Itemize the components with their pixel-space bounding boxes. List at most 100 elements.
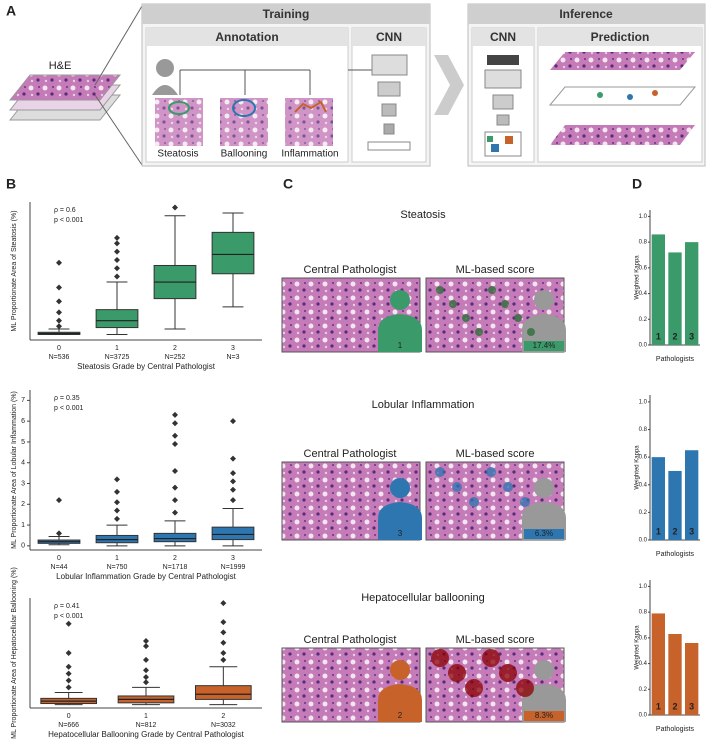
panel-c-title: Lobular Inflammation xyxy=(372,399,475,411)
score-bar xyxy=(524,711,564,721)
flier xyxy=(56,309,62,316)
ml-overlay xyxy=(462,314,470,322)
y-tick-label: 0.6 xyxy=(639,265,648,271)
image-label: Central Pathologist xyxy=(304,634,397,646)
annotation-header xyxy=(146,28,348,46)
bar-label: 1 xyxy=(656,331,661,341)
y-tick-label: 0.2 xyxy=(639,687,648,693)
ml-overlay xyxy=(436,286,444,294)
y-tick-label: 0.8 xyxy=(639,610,648,616)
person-icon xyxy=(534,478,554,498)
x-axis-label: Pathologists xyxy=(656,726,695,733)
count-label: N=252 xyxy=(165,354,186,361)
grade-label: 3 xyxy=(398,529,403,538)
flier xyxy=(65,670,72,677)
count-label: N=1718 xyxy=(163,564,188,571)
flier xyxy=(114,507,120,514)
ml-overlay xyxy=(449,300,457,308)
panel-c-title: Hepatocellular ballooning xyxy=(361,592,485,604)
panel-label: C xyxy=(283,176,293,192)
flier xyxy=(230,486,236,493)
ml-overlay xyxy=(452,482,462,492)
flier xyxy=(172,497,178,504)
count-label: N=3032 xyxy=(211,722,236,729)
y-tick-label: 0.4 xyxy=(639,291,648,297)
bar xyxy=(668,470,682,540)
count-label: N=666 xyxy=(58,722,79,729)
score-label: 8.3% xyxy=(535,711,553,720)
x-axis-label: Lobular Inflammation Grade by Central Pa… xyxy=(56,572,236,581)
person-icon xyxy=(378,502,422,540)
x-tick-label: 1 xyxy=(144,713,148,720)
ml-overlay xyxy=(520,497,530,507)
ml-overlay xyxy=(469,497,479,507)
annotation: p < 0.001 xyxy=(54,405,83,412)
flier xyxy=(220,639,227,646)
flier xyxy=(220,656,227,663)
annotation: p < 0.001 xyxy=(54,613,83,620)
flier xyxy=(114,265,120,272)
flier xyxy=(230,470,236,477)
image-label: ML-based score xyxy=(456,448,535,460)
y-tick-label: 0.8 xyxy=(639,427,648,433)
cnn-title: CNN xyxy=(490,30,516,44)
x-tick-label: 0 xyxy=(67,713,71,720)
person-icon xyxy=(534,290,554,310)
flier xyxy=(230,497,236,504)
flier xyxy=(143,667,149,674)
y-tick-label: 0.4 xyxy=(639,661,648,667)
x-tick-label: 1 xyxy=(115,555,119,562)
flier xyxy=(56,497,62,504)
cnn-header xyxy=(352,28,426,46)
flier xyxy=(65,650,72,656)
box xyxy=(153,532,197,543)
bar xyxy=(685,450,699,540)
ml-overlay xyxy=(482,649,500,667)
flier xyxy=(114,240,120,247)
ml-overlay xyxy=(514,314,522,322)
ml-overlay xyxy=(448,664,466,682)
x-tick-label: 0 xyxy=(57,345,61,352)
flier xyxy=(172,411,178,418)
y-tick-label: 1.0 xyxy=(639,214,648,220)
inference-title: Inference xyxy=(559,7,613,21)
flier xyxy=(230,418,236,425)
ml-overlay xyxy=(499,664,517,682)
y-tick-label: 0.6 xyxy=(639,635,648,641)
ml-overlay xyxy=(475,328,483,336)
class-label: Ballooning xyxy=(221,149,268,160)
ml-overlay xyxy=(503,482,513,492)
image-label: Central Pathologist xyxy=(304,448,397,460)
x-axis-label: Steatosis Grade by Central Pathologist xyxy=(77,362,216,371)
flier xyxy=(65,620,72,627)
flier xyxy=(56,530,62,537)
inference-header xyxy=(468,4,705,24)
y-tick-label: 0.2 xyxy=(639,510,648,516)
training-title: Training xyxy=(263,7,310,21)
person-icon xyxy=(534,660,554,680)
person-icon xyxy=(390,290,410,310)
flier xyxy=(143,674,149,681)
panel-label: B xyxy=(6,176,16,192)
flier xyxy=(114,256,120,263)
panel-label: D xyxy=(632,176,642,192)
x-tick-label: 1 xyxy=(115,345,119,352)
box xyxy=(95,309,139,329)
flier xyxy=(172,468,178,475)
prediction-title: Prediction xyxy=(591,30,650,44)
bar-label: 2 xyxy=(672,331,677,341)
training-header xyxy=(142,4,430,24)
prediction-header xyxy=(538,28,702,46)
bar xyxy=(685,242,699,345)
ml-overlay xyxy=(435,467,445,477)
bar xyxy=(651,234,665,345)
count-label: N=3 xyxy=(226,354,239,361)
flier xyxy=(56,317,62,324)
flier xyxy=(143,679,149,686)
x-tick-label: 3 xyxy=(231,555,235,562)
image-label: ML-based score xyxy=(456,264,535,276)
ml-overlay xyxy=(527,328,535,336)
flier xyxy=(56,323,62,330)
flier xyxy=(65,663,72,670)
